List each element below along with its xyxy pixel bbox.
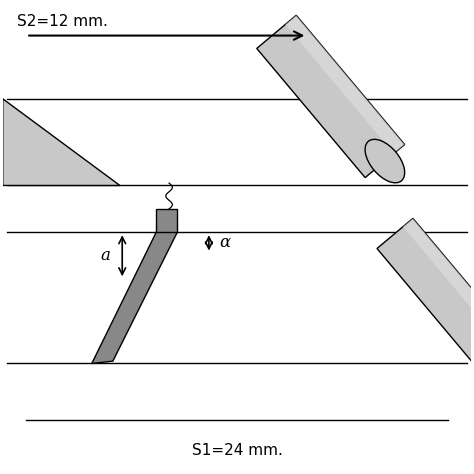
- Text: α: α: [219, 234, 231, 251]
- Text: S1=24 mm.: S1=24 mm.: [191, 443, 283, 457]
- Ellipse shape: [365, 139, 405, 183]
- Polygon shape: [92, 232, 177, 364]
- Text: S2=12 mm.: S2=12 mm.: [17, 14, 108, 28]
- Polygon shape: [403, 219, 474, 341]
- Polygon shape: [257, 15, 405, 178]
- Text: a: a: [101, 247, 111, 264]
- Polygon shape: [285, 15, 405, 154]
- Polygon shape: [156, 209, 177, 232]
- Polygon shape: [377, 219, 474, 364]
- Polygon shape: [3, 99, 120, 185]
